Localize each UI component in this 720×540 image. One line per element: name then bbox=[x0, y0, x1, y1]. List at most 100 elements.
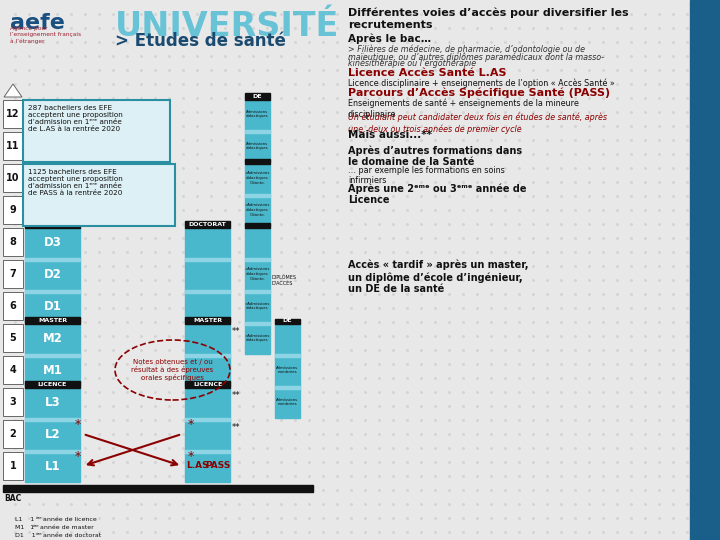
Text: 12: 12 bbox=[6, 109, 19, 119]
Text: ère: ère bbox=[33, 524, 40, 528]
Text: >Admissions
didactiques: >Admissions didactiques bbox=[245, 334, 270, 342]
Text: *: * bbox=[75, 450, 81, 463]
Text: M2: M2 bbox=[42, 332, 63, 345]
Text: 4: 4 bbox=[9, 365, 17, 375]
Bar bbox=[25, 418, 80, 421]
Text: Enseignements de santé + enseignements de la mineure
disciplinaire: Enseignements de santé + enseignements d… bbox=[348, 99, 579, 119]
Text: 7: 7 bbox=[9, 269, 17, 279]
Bar bbox=[185, 388, 230, 482]
Bar bbox=[245, 228, 270, 354]
Text: Admissions
nombrées: Admissions nombrées bbox=[276, 397, 299, 406]
Text: Licence disciplinaire + enseignements de l’option « Accès Santé »: Licence disciplinaire + enseignements de… bbox=[348, 79, 615, 89]
Text: Un étudiant peut candidater deux fois en études de santé, après
une, deux ou tro: Un étudiant peut candidater deux fois en… bbox=[348, 113, 607, 133]
Bar bbox=[25, 388, 80, 482]
Text: M1   1: M1 1 bbox=[15, 525, 34, 530]
Bar bbox=[25, 317, 80, 324]
Text: ère: ère bbox=[36, 516, 42, 520]
Text: DE: DE bbox=[253, 94, 262, 99]
Bar bbox=[185, 418, 230, 421]
Text: LICENCE: LICENCE bbox=[193, 382, 222, 387]
Text: Admissions
didactiques: Admissions didactiques bbox=[246, 141, 269, 150]
FancyBboxPatch shape bbox=[23, 100, 170, 162]
Text: 6: 6 bbox=[9, 301, 17, 311]
Text: >Admissions
didactiques: >Admissions didactiques bbox=[245, 302, 270, 310]
Text: DOCTORAT: DOCTORAT bbox=[189, 222, 226, 227]
Bar bbox=[25, 228, 80, 322]
Bar bbox=[690, 0, 720, 540]
Text: > Filières de médecine, de pharmacie, d’odontologie ou de: > Filières de médecine, de pharmacie, d’… bbox=[348, 45, 585, 55]
Text: 9: 9 bbox=[9, 205, 17, 215]
Text: L1: L1 bbox=[45, 460, 60, 472]
Text: D2: D2 bbox=[44, 267, 61, 280]
Text: 8: 8 bbox=[9, 237, 17, 247]
FancyBboxPatch shape bbox=[3, 100, 23, 128]
Text: L3: L3 bbox=[45, 395, 60, 408]
Text: 10: 10 bbox=[6, 173, 19, 183]
FancyBboxPatch shape bbox=[3, 452, 23, 480]
Bar bbox=[185, 450, 230, 453]
Text: Admissions
didactiques: Admissions didactiques bbox=[246, 110, 269, 118]
Bar bbox=[245, 258, 270, 261]
Text: DE: DE bbox=[283, 318, 292, 323]
Bar bbox=[245, 322, 270, 325]
Text: 11: 11 bbox=[6, 141, 19, 151]
Text: UNIVERSITÉ: UNIVERSITÉ bbox=[115, 10, 339, 43]
Bar bbox=[185, 354, 230, 357]
Text: année de doctorat: année de doctorat bbox=[42, 533, 102, 538]
Text: D1    1: D1 1 bbox=[15, 533, 35, 538]
FancyBboxPatch shape bbox=[3, 420, 23, 448]
Bar bbox=[245, 159, 270, 164]
FancyBboxPatch shape bbox=[3, 164, 23, 192]
Text: **: ** bbox=[232, 423, 240, 432]
Text: année de master: année de master bbox=[38, 525, 94, 530]
Bar bbox=[185, 228, 230, 322]
FancyBboxPatch shape bbox=[3, 196, 23, 224]
Text: Différentes voies d’accès pour diversifier les: Différentes voies d’accès pour diversifi… bbox=[348, 7, 629, 17]
Text: ère: ère bbox=[36, 532, 42, 536]
Text: recrutements: recrutements bbox=[348, 20, 433, 30]
Bar bbox=[185, 381, 230, 388]
Text: L1    1: L1 1 bbox=[15, 517, 35, 522]
FancyBboxPatch shape bbox=[3, 132, 23, 160]
Text: **: ** bbox=[232, 327, 240, 336]
Polygon shape bbox=[4, 84, 22, 97]
Bar bbox=[245, 100, 270, 162]
Bar bbox=[185, 258, 230, 261]
Text: l’enseignement français: l’enseignement français bbox=[10, 32, 81, 37]
Text: Agence pour: Agence pour bbox=[10, 26, 48, 31]
Text: à l’étranger: à l’étranger bbox=[10, 38, 45, 44]
Text: DIPLÔMES
D'ACCÈS: DIPLÔMES D'ACCÈS bbox=[272, 275, 297, 286]
Text: Licence Accès Santé L.AS: Licence Accès Santé L.AS bbox=[348, 68, 506, 78]
Bar bbox=[185, 290, 230, 293]
Bar bbox=[245, 194, 270, 197]
Bar bbox=[25, 258, 80, 261]
Text: M1: M1 bbox=[42, 363, 63, 376]
FancyBboxPatch shape bbox=[3, 260, 23, 288]
Text: *: * bbox=[188, 450, 194, 463]
Text: L.AS: L.AS bbox=[186, 462, 209, 470]
Bar bbox=[3, 485, 313, 492]
Text: *: * bbox=[75, 417, 81, 430]
Text: >Admissions
didactiques
Odonto.: >Admissions didactiques Odonto. bbox=[245, 171, 270, 185]
Bar bbox=[25, 381, 80, 388]
Text: Notes obtenues et / ou
résultat à des épreuves
orales spécifiques: Notes obtenues et / ou résultat à des ép… bbox=[131, 359, 214, 381]
Bar bbox=[185, 317, 230, 324]
Bar bbox=[185, 221, 230, 228]
Text: aefe: aefe bbox=[10, 13, 65, 33]
Text: 5: 5 bbox=[9, 333, 17, 343]
Text: Après une 2ᵉᵐᵉ ou 3ᵉᵐᵉ année de
Licence: Après une 2ᵉᵐᵉ ou 3ᵉᵐᵉ année de Licence bbox=[348, 183, 526, 205]
Text: 1125 bacheliers des EFE
acceptent une proposition
d’admission en 1ᵉʳᵉ année
de P: 1125 bacheliers des EFE acceptent une pr… bbox=[28, 169, 122, 196]
Text: 287 bacheliers des EFE
acceptent une proposition
d’admission en 1ᵉʳᵉ année
de L.: 287 bacheliers des EFE acceptent une pro… bbox=[28, 105, 122, 132]
FancyBboxPatch shape bbox=[3, 324, 23, 352]
Text: MASTER: MASTER bbox=[38, 318, 67, 323]
Text: Parcours d’Accès Spécifique Santé (PASS): Parcours d’Accès Spécifique Santé (PASS) bbox=[348, 88, 610, 98]
Text: D1: D1 bbox=[44, 300, 61, 313]
Bar bbox=[25, 324, 80, 386]
Text: D3: D3 bbox=[44, 235, 61, 248]
FancyBboxPatch shape bbox=[3, 228, 23, 256]
Bar bbox=[275, 319, 300, 324]
Text: kinésithérapie ou l’ergothérapie: kinésithérapie ou l’ergothérapie bbox=[348, 59, 476, 69]
Text: Mais aussi...**: Mais aussi...** bbox=[348, 130, 432, 140]
Text: maïeutique, ou d’autres diplômes paramédicaux dont la masso-: maïeutique, ou d’autres diplômes paraméd… bbox=[348, 52, 604, 62]
Bar bbox=[245, 164, 270, 226]
